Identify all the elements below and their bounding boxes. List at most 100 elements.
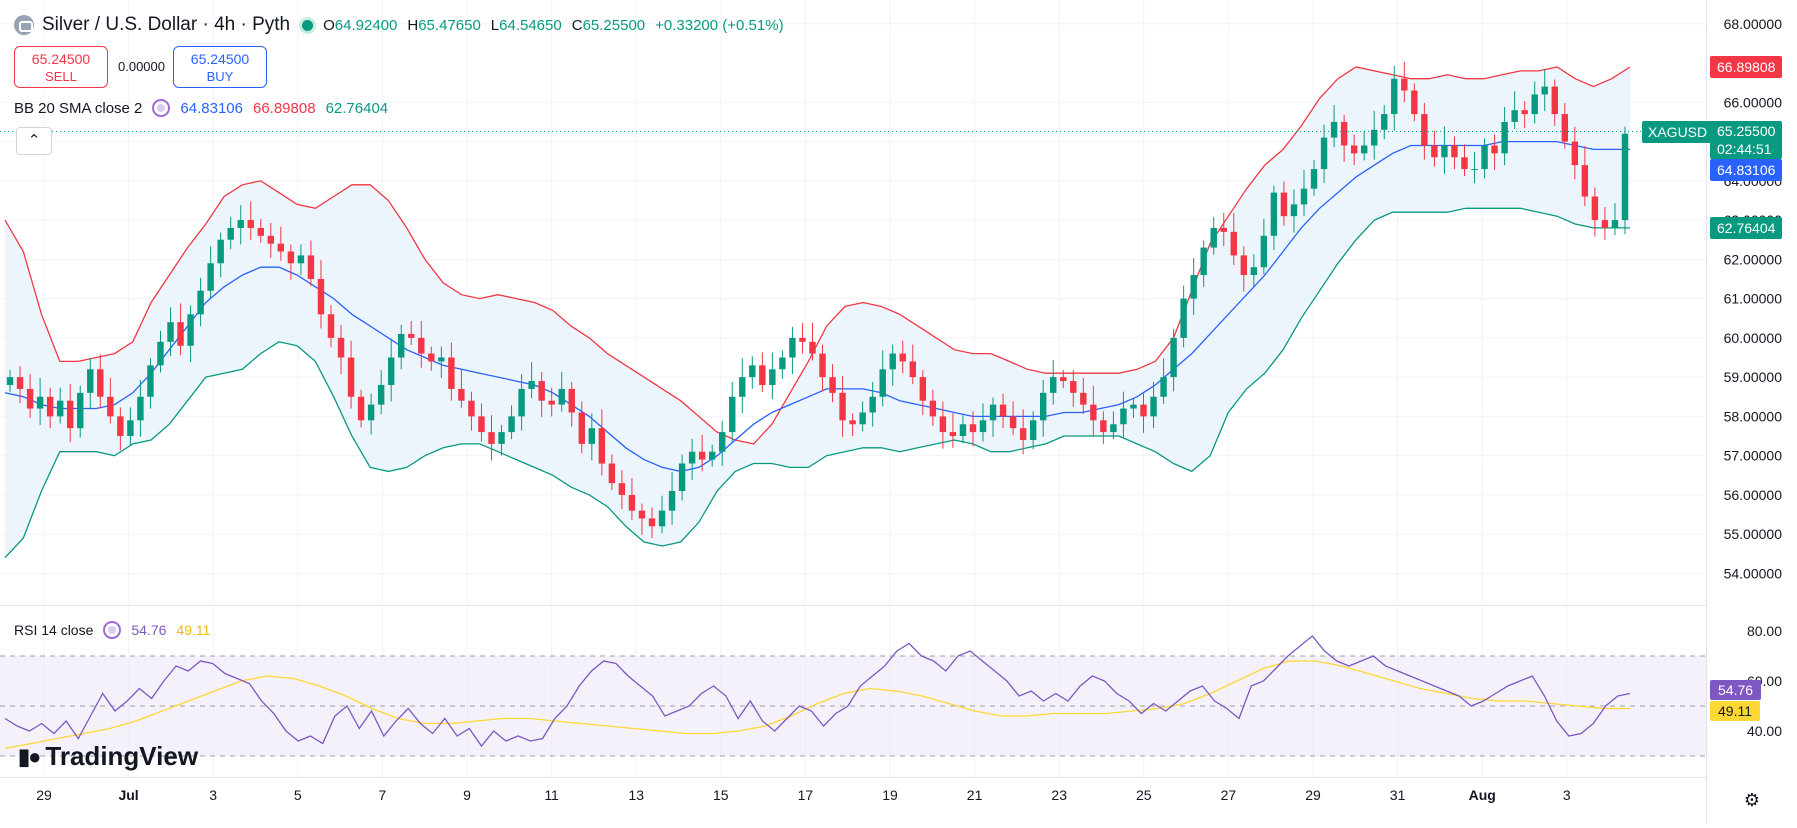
candle-body [448, 357, 455, 389]
time-tick-label: 3 [209, 787, 217, 803]
candle-body [157, 341, 164, 366]
symbol-title[interactable]: Silver / U.S. Dollar · 4h · Pyth [42, 14, 291, 35]
candle-body [147, 365, 154, 397]
candle-body [1090, 404, 1097, 421]
tradingview-logo-text: TradingView [45, 741, 199, 771]
symbol-legend: Silver / U.S. Dollar · 4h · Pyth O64.924… [14, 14, 794, 36]
time-tick-label: 5 [294, 787, 302, 803]
candle-body [1501, 121, 1508, 154]
candle-body [1100, 420, 1107, 433]
candle-body [949, 432, 957, 437]
price-tick-label: 56.00000 [1724, 487, 1783, 503]
rsi-label: RSI 14 close [14, 622, 94, 638]
candle-body [46, 396, 54, 417]
candle-body [708, 451, 716, 460]
candle-body [829, 377, 836, 393]
candle-body [1170, 337, 1177, 378]
candle-body [859, 412, 866, 425]
candle-body [538, 381, 545, 401]
bb-legend[interactable]: BB 20 SMA close 2 64.83106 66.89808 62.7… [14, 99, 398, 117]
candle-body [1391, 78, 1398, 115]
collapse-legend-button[interactable]: ⌃ [16, 127, 52, 155]
bb-lower-line [4, 207, 1630, 559]
bb-upper-badge: 66.89808 [1710, 56, 1783, 78]
candle-body [1611, 220, 1619, 228]
candle-body [1521, 110, 1528, 115]
sell-button[interactable]: 65.24500 SELL [14, 46, 108, 88]
candle-body [167, 322, 174, 342]
rsi-ma-value: 49.11 [176, 622, 211, 638]
price-tick-label: 59.00000 [1724, 369, 1783, 385]
ohlc-close: C65.25500 [571, 16, 646, 34]
candle-body [1230, 231, 1237, 256]
price-tick-label: 57.00000 [1724, 448, 1783, 464]
bb-basis-value: 64.83106 [180, 99, 243, 117]
candle-body [26, 388, 34, 409]
ohlc-low: L64.54650 [490, 16, 562, 34]
candle-body [1280, 192, 1288, 217]
time-tick-label: Jul [118, 787, 138, 803]
candle-body [1050, 377, 1057, 393]
candle-body [387, 357, 395, 385]
candle-body [66, 400, 74, 429]
candle-body [648, 518, 656, 527]
candle-body [1200, 247, 1207, 276]
bb-basis-line [4, 140, 1630, 473]
candle-body [287, 251, 295, 264]
rsi-ma-badge: 49.11 [1710, 701, 1760, 721]
tradingview-logo[interactable]: ▮● TradingView [18, 741, 198, 772]
candle-body [1381, 114, 1388, 130]
candle-body [869, 396, 876, 413]
candle-body [1461, 157, 1468, 170]
candle-body [1240, 255, 1248, 276]
candle-body [327, 314, 335, 338]
time-tick-label: 9 [463, 787, 471, 803]
candle-body [518, 388, 525, 417]
candle-body [698, 451, 706, 460]
candle-body [408, 333, 415, 338]
candle-body [658, 510, 666, 527]
candle-body [1491, 145, 1498, 154]
time-tick-label: 11 [544, 787, 559, 803]
candle-body [1070, 381, 1077, 393]
candle-body [1411, 90, 1418, 115]
candle-body [197, 290, 204, 315]
bb-upper-value: 66.89808 [252, 99, 316, 117]
candle-body [739, 377, 746, 397]
settings-gear-icon[interactable]: ⚙ [1743, 790, 1761, 810]
time-tick-label: 13 [628, 787, 644, 803]
time-tick-label: 31 [1390, 787, 1406, 803]
candle-body [759, 365, 766, 385]
candle-body [678, 463, 686, 491]
time-tick-label: 19 [882, 787, 898, 803]
rsi-legend[interactable]: RSI 14 close 54.76 49.11 [14, 621, 220, 639]
price-tick-label: 61.00000 [1724, 291, 1783, 307]
indicator-settings-icon[interactable] [152, 99, 171, 117]
time-tick-label: 17 [798, 787, 814, 803]
candle-body [267, 235, 275, 244]
candle-body [839, 392, 846, 421]
candle-body [1310, 169, 1318, 189]
buy-price: 65.24500 [190, 51, 250, 67]
candle-body [1350, 145, 1358, 154]
candle-body [1401, 78, 1408, 91]
candle-body [889, 353, 896, 370]
candle-body [578, 412, 585, 444]
candle-body [969, 424, 977, 433]
time-axis-border [0, 777, 1707, 778]
candle-body [418, 337, 425, 354]
last-price: 65.25500 [1717, 123, 1776, 139]
candle-body [919, 377, 927, 401]
buy-button[interactable]: 65.24500 BUY [173, 46, 267, 88]
candle-body [1581, 165, 1589, 197]
indicator-settings-icon[interactable] [103, 621, 122, 639]
candle-body [317, 278, 325, 315]
candle-body [548, 400, 555, 405]
candle-body [16, 377, 24, 389]
candle-body [1551, 86, 1558, 115]
candle-body [1320, 137, 1328, 170]
price-axis-border [1706, 0, 1707, 823]
candle-body [1180, 298, 1187, 338]
